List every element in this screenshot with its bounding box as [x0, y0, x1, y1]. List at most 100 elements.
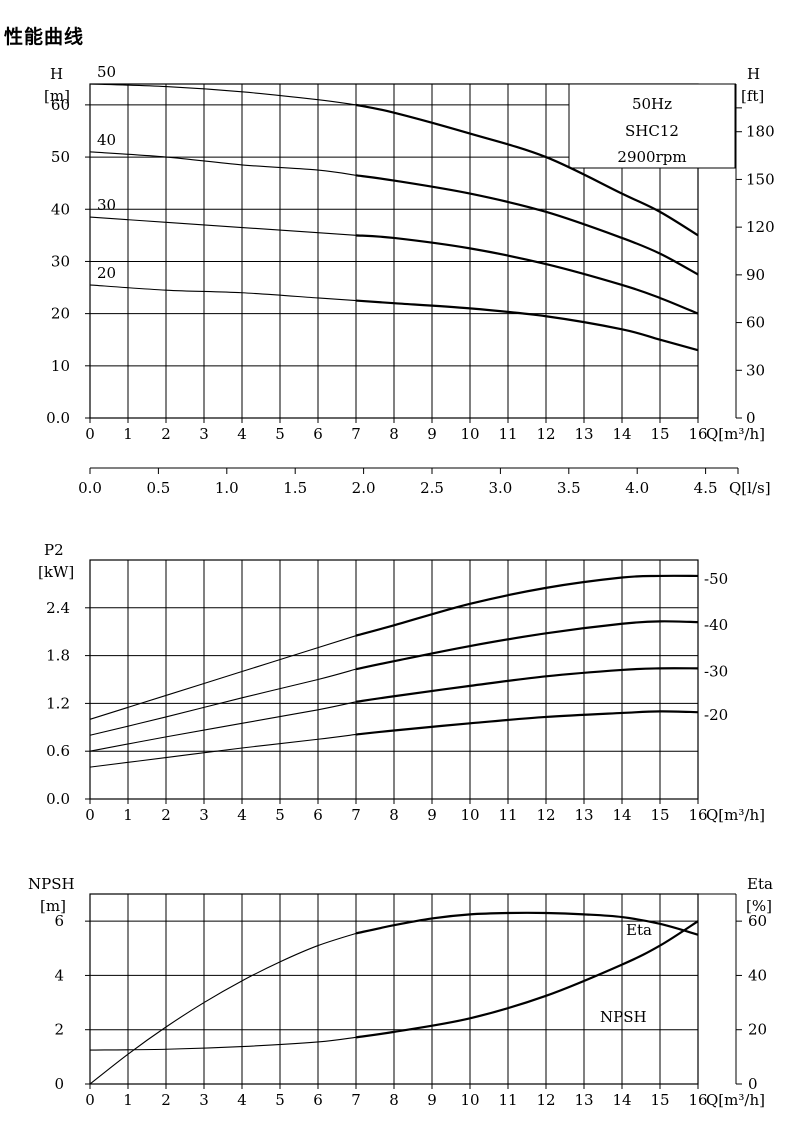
npsh-chart-x-tick-label: 0: [85, 1091, 95, 1109]
head-chart-info-box: [568, 83, 736, 169]
head-curve-20-line-thick: [355, 299, 699, 352]
npsh-chart-y-axis-unit: [m]: [40, 897, 66, 915]
power-chart-x-tick-label: 0: [85, 806, 95, 824]
head-chart-x-tick-label: 6: [313, 425, 323, 443]
head-curve-label: 50: [97, 63, 116, 81]
power-curve-30-line-thin: [89, 701, 357, 752]
npsh-chart-x-tick-label: 12: [536, 1091, 555, 1109]
head-chart-x-tick-label: 9: [427, 425, 437, 443]
power-chart-x-tick-label: 6: [313, 806, 323, 824]
npsh-chart-x-tick-label: 8: [389, 1091, 399, 1109]
head-curve-50-line-thin: [89, 83, 357, 106]
npsh-chart-right-tick-label: 60: [748, 912, 767, 930]
head-chart-y-axis-unit: [m]: [44, 87, 70, 105]
head-chart-x-tick-label: 15: [650, 425, 669, 443]
npsh-chart-y-axis-label: NPSH: [28, 875, 75, 893]
npsh-chart-x-tick-label: 1: [123, 1091, 133, 1109]
head-chart-y-tick-label: 60: [51, 96, 70, 114]
head-curve-30-line-thick: [355, 234, 699, 315]
power-chart-y-tick-label: 1.8: [46, 647, 70, 665]
power-curve-20-line-thick: [355, 710, 699, 736]
power-chart-y-tick-label: 1.2: [46, 694, 70, 712]
power-curve-40-line-thick: [355, 620, 699, 671]
flow-ls-axis-tick-label: 0.5: [146, 479, 170, 497]
power-curve-50-line-thick: [355, 574, 699, 637]
npsh-chart-y-tick-label: 2: [54, 1021, 64, 1039]
head-chart-y-tick-label: 10: [51, 357, 70, 375]
npsh-chart-x-tick-label: 15: [650, 1091, 669, 1109]
power-chart-x-tick-label: 16: [688, 806, 707, 824]
power-curve-50-line-thin: [89, 635, 357, 720]
head-chart-x-tick-label: 4: [237, 425, 247, 443]
flow-ls-axis-tick-label: 1.5: [283, 479, 307, 497]
head-curve-label: 20: [97, 264, 116, 282]
power-curve-30-line-thick: [355, 667, 699, 703]
power-curve-label: -30: [704, 662, 728, 680]
npsh-chart-x-tick-label: 2: [161, 1091, 171, 1109]
power-chart-y-axis-label: P2: [44, 541, 64, 559]
power-chart-y-axis-unit: [kW]: [38, 563, 74, 581]
head-curve-20-line-thin: [89, 284, 357, 302]
head-chart-x-tick-label: 16: [688, 425, 707, 443]
power-curve-label: -20: [704, 706, 728, 724]
head-chart-x-tick-label: 11: [498, 425, 517, 443]
head-chart-info-speed: 2900rpm: [617, 148, 686, 166]
head-chart-x-tick-label: 14: [612, 425, 631, 443]
power-chart-x-tick-label: 2: [161, 806, 171, 824]
flow-ls-axis-tick-label: 0.0: [78, 479, 102, 497]
head-curve-50-line-thick: [355, 103, 699, 237]
power-chart-x-axis-label: Q[m³/h]: [706, 806, 765, 824]
power-chart-y-tick-label: 0.0: [46, 790, 70, 808]
head-chart-right-tick-label: 60: [746, 314, 765, 332]
head-chart-right-axis-unit: [ft]: [741, 87, 764, 105]
head-chart-right-tick-label: 90: [746, 266, 765, 284]
page-title: 性能曲线: [4, 26, 85, 48]
head-curve-40-line-thin: [89, 151, 357, 176]
head-chart-y-tick-label: 40: [51, 200, 70, 218]
head-chart-right-tick-label: 150: [746, 170, 775, 188]
npsh-chart-x-tick-label: 3: [199, 1091, 209, 1109]
power-curve-20-line-thin: [89, 733, 357, 768]
power-curve-40-line-thin: [89, 668, 357, 736]
flow-ls-axis-tick-label: 3.0: [488, 479, 512, 497]
head-chart-x-tick-label: 0: [85, 425, 95, 443]
npsh-chart-x-tick-label: 10: [460, 1091, 479, 1109]
npsh-chart-x-tick-label: 13: [574, 1091, 593, 1109]
npsh-chart-right-tick-label: 20: [748, 1021, 767, 1039]
power-chart-x-tick-label: 3: [199, 806, 209, 824]
power-chart-x-tick-label: 14: [612, 806, 631, 824]
power-chart-x-tick-label: 7: [351, 806, 361, 824]
head-chart-y-tick-label: 20: [51, 305, 70, 323]
head-chart-right-tick-label: 0: [746, 409, 756, 427]
flow-ls-axis-tick-label: 1.0: [215, 479, 239, 497]
head-chart-right-tick-label: 120: [746, 218, 775, 236]
power-curve-label: -50: [704, 570, 728, 588]
flow-ls-axis-tick-label: 2.5: [420, 479, 444, 497]
npsh-chart-x-tick-label: 11: [498, 1091, 517, 1109]
npsh-curve-line-thin: [89, 1036, 357, 1051]
power-chart-x-tick-label: 1: [123, 806, 133, 824]
power-chart-x-tick-label: 4: [237, 806, 247, 824]
npsh-chart-x-tick-label: 5: [275, 1091, 285, 1109]
head-chart-x-tick-label: 1: [123, 425, 133, 443]
npsh-chart-x-tick-label: 4: [237, 1091, 247, 1109]
head-chart-right-tick-label: 30: [746, 361, 765, 379]
npsh-chart-right-axis-label: Eta: [747, 875, 773, 893]
npsh-chart-y-tick-label: 6: [54, 912, 64, 930]
head-curve-40-line-thick: [355, 174, 699, 276]
npsh-chart-x-tick-label: 16: [688, 1091, 707, 1109]
power-chart-x-tick-label: 13: [574, 806, 593, 824]
npsh-chart-x-tick-label: 7: [351, 1091, 361, 1109]
power-chart-y-tick-label: 0.6: [46, 742, 70, 760]
head-chart-y-tick-label: 50: [51, 148, 70, 166]
head-chart-info-freq: 50Hz: [632, 95, 672, 113]
eta-curve-line-thick: [355, 911, 699, 936]
eta-curve-label: Eta: [626, 921, 652, 939]
power-chart-x-tick-label: 5: [275, 806, 285, 824]
npsh-chart-right-tick-label: 40: [748, 966, 767, 984]
npsh-chart-right-axis-unit: [%]: [746, 897, 772, 915]
flow-ls-axis-label: Q[l/s]: [729, 479, 771, 497]
npsh-curve-label: NPSH: [600, 1008, 647, 1026]
head-curve-label: 40: [97, 131, 116, 149]
npsh-chart-x-axis-label: Q[m³/h]: [706, 1091, 765, 1109]
